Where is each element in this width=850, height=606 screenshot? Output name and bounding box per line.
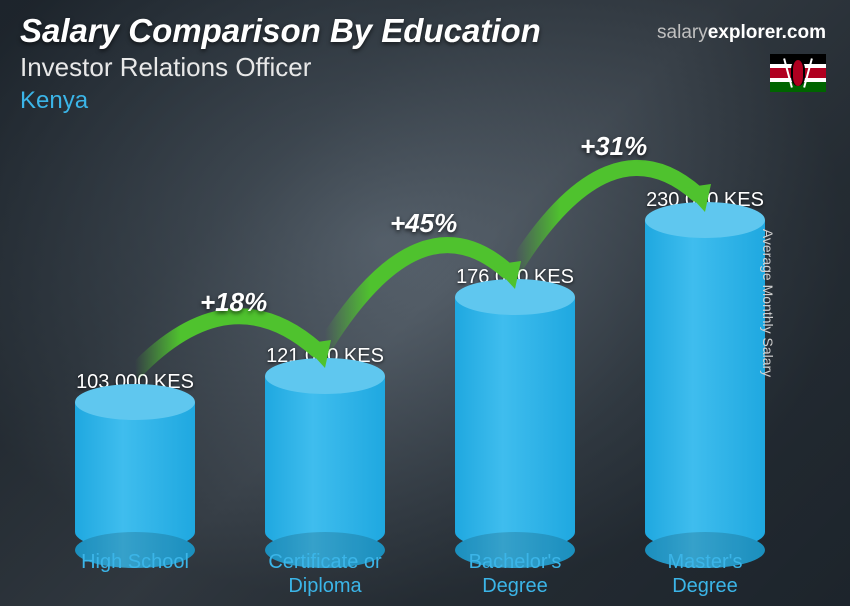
brand-watermark: salaryexplorer.com xyxy=(657,22,826,44)
increase-label: +45% xyxy=(390,208,457,239)
x-axis-label: High School xyxy=(60,550,210,598)
x-axis: High School Certificate orDiploma Bachelor… xyxy=(40,550,800,598)
chart-subtitle: Investor Relations Officer xyxy=(20,52,830,83)
x-axis-label: Bachelor'sDegree xyxy=(440,550,590,598)
bar-group: 230,000 KES xyxy=(630,189,780,550)
brand-suffix: explorer.com xyxy=(708,22,826,43)
increase-label: +31% xyxy=(580,131,647,162)
bar-group: 176,000 KES xyxy=(440,266,590,550)
bar-front xyxy=(645,220,765,550)
kenya-flag-icon xyxy=(770,54,826,92)
y-axis-label: Average Monthly Salary xyxy=(760,229,776,377)
brand-prefix: salary xyxy=(657,22,708,43)
x-axis-label: Master'sDegree xyxy=(630,550,780,598)
bar-front xyxy=(455,297,575,550)
bar-top xyxy=(645,202,765,238)
bar-front xyxy=(75,402,195,550)
bar-group: 103,000 KES xyxy=(60,371,210,550)
chart-country: Kenya xyxy=(20,87,830,115)
bar-group: 121,000 KES xyxy=(250,345,400,550)
increase-label: +18% xyxy=(200,287,267,318)
bar-top xyxy=(75,384,195,420)
bar-front xyxy=(265,376,385,550)
x-axis-label: Certificate orDiploma xyxy=(250,550,400,598)
